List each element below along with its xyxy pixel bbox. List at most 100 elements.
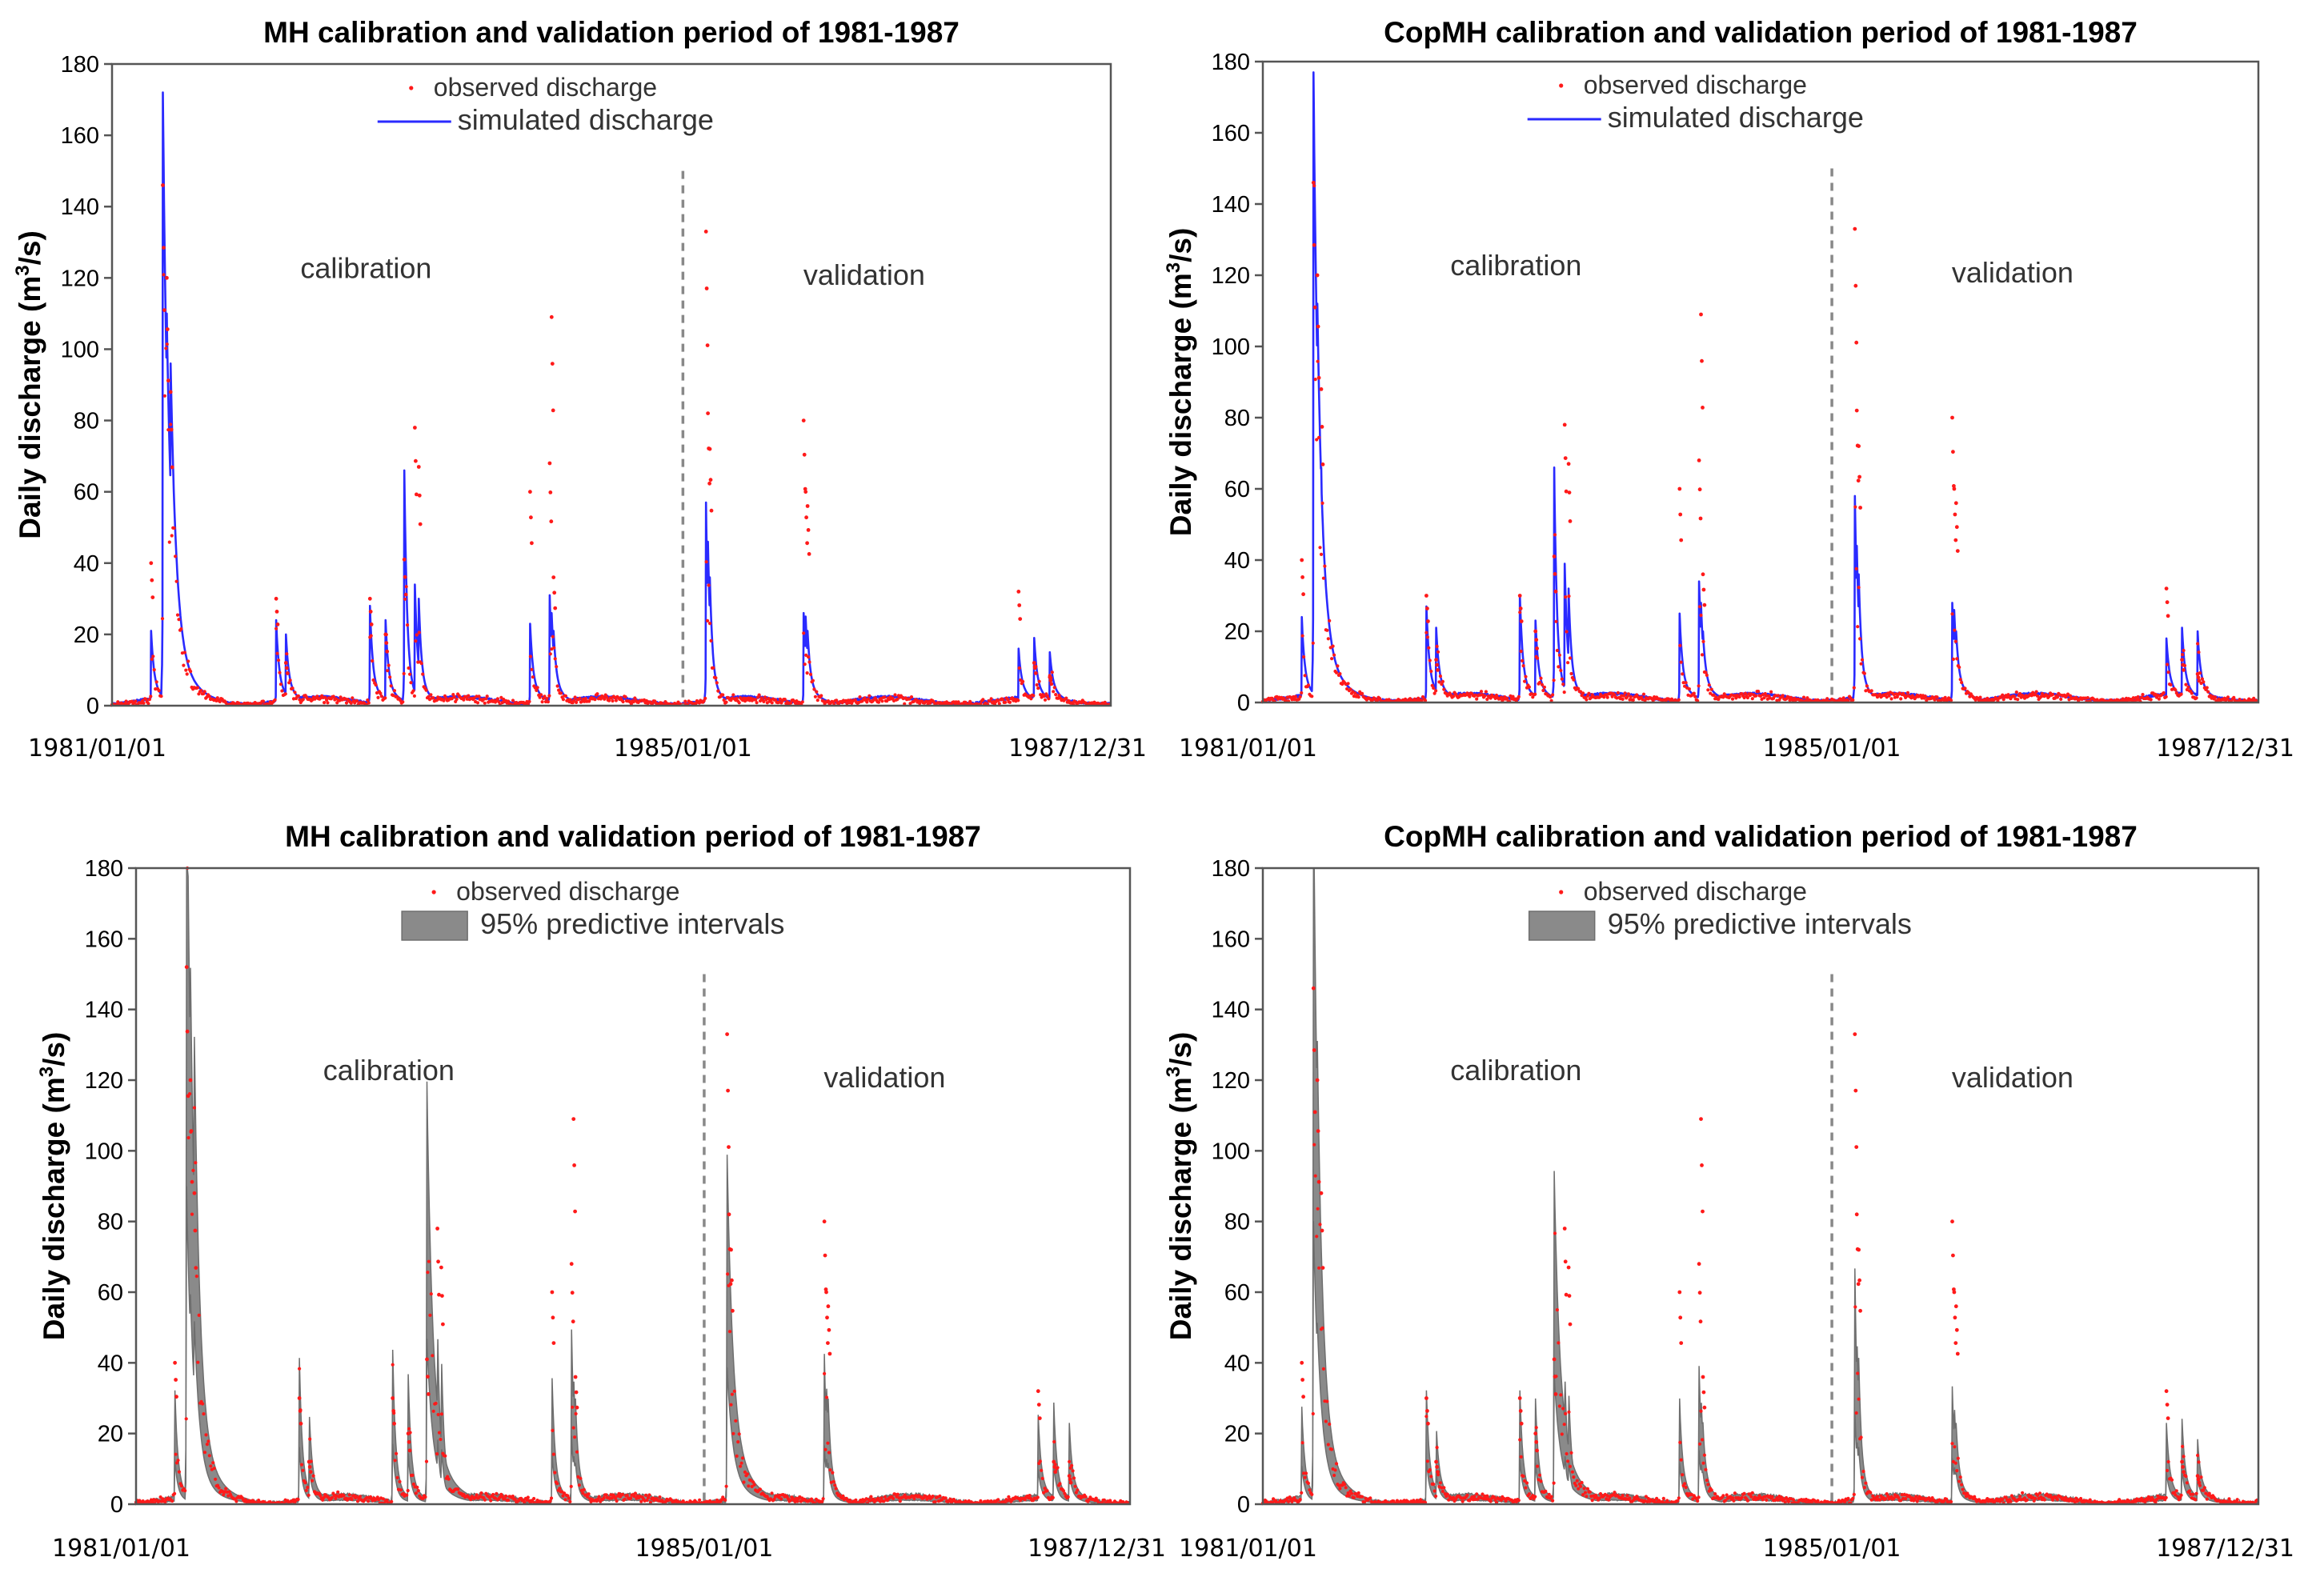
- observed-point: [1933, 698, 1937, 702]
- observed-peak-point: [550, 1290, 555, 1295]
- x-date-label: 1985/01/01: [635, 1535, 773, 1563]
- observed-point: [525, 699, 529, 704]
- observed-point: [1742, 1491, 1746, 1495]
- observed-peak-point: [1853, 226, 1857, 231]
- observed-point: [614, 1496, 618, 1500]
- observed-point: [1527, 685, 1531, 689]
- observed-point: [802, 631, 806, 635]
- observed-point: [557, 688, 561, 692]
- observed-point: [424, 688, 428, 692]
- observed-point: [2227, 1497, 2231, 1501]
- observed-peak-point: [427, 1392, 431, 1396]
- observed-point: [1063, 1491, 1067, 1495]
- observed-point: [174, 579, 178, 583]
- observed-point: [2179, 692, 2183, 696]
- observed-point: [1376, 698, 1380, 702]
- observed-peak-point: [1697, 487, 1702, 492]
- observed-peak-point: [1016, 590, 1021, 594]
- observed-peak-point: [2182, 1470, 2186, 1475]
- observed-point: [992, 699, 996, 704]
- observed-point: [561, 698, 566, 702]
- observed-peak-point: [1566, 1265, 1571, 1270]
- observed-point: [1347, 1494, 1352, 1498]
- observed-point: [406, 623, 410, 627]
- observed-point: [555, 1482, 559, 1486]
- observed-peak-point: [2166, 1416, 2170, 1420]
- observed-point: [1704, 1467, 1708, 1471]
- observed-point: [1533, 1495, 1537, 1499]
- observed-point: [831, 1471, 835, 1475]
- observed-point: [996, 1498, 1000, 1502]
- observed-point: [1561, 1407, 1565, 1411]
- observed-point: [1843, 1500, 1847, 1504]
- observed-peak-point: [1699, 1117, 1703, 1121]
- observed-point: [1425, 1459, 1429, 1463]
- observed-point: [452, 694, 456, 699]
- x-date-label: 1987/12/31: [1008, 734, 1147, 762]
- observed-point: [2235, 1498, 2239, 1502]
- observed-peak-point: [2181, 662, 2186, 667]
- observed-point: [1853, 505, 1857, 509]
- observed-point: [159, 694, 163, 698]
- observed-point: [1484, 690, 1488, 694]
- observed-point: [1348, 687, 1352, 691]
- observed-point: [1857, 1397, 1861, 1401]
- observed-point: [1701, 639, 1705, 644]
- observed-peak-point: [1435, 662, 1439, 667]
- observed-point: [1007, 1495, 1011, 1499]
- observed-peak-point: [1677, 486, 1682, 491]
- observed-point: [809, 1497, 814, 1501]
- observed-point: [826, 1441, 830, 1445]
- observed-point: [406, 1488, 410, 1493]
- observed-peak-point: [2165, 1403, 2170, 1407]
- observed-point: [1955, 1469, 1959, 1473]
- observed-point: [1851, 1496, 1855, 1500]
- observed-point: [1316, 1207, 1320, 1211]
- y-tick-label: 180: [85, 856, 123, 882]
- observed-point: [288, 678, 292, 682]
- observed-point: [1468, 694, 1472, 698]
- observed-point: [1577, 1487, 1581, 1491]
- observed-point: [731, 1431, 735, 1435]
- observed-point: [573, 695, 577, 699]
- observed-point: [1445, 1492, 1449, 1496]
- observed-point: [2194, 1491, 2198, 1495]
- observed-point: [274, 626, 278, 630]
- observed-point: [173, 1491, 177, 1495]
- observed-point: [301, 1468, 305, 1472]
- observed-point: [2252, 696, 2256, 701]
- y-tick-label: 100: [1212, 1139, 1250, 1164]
- observed-point: [1036, 1495, 1040, 1499]
- observed-point: [2016, 698, 2020, 702]
- observed-point: [2086, 696, 2090, 700]
- observed-point: [261, 699, 266, 703]
- observed-point: [1037, 679, 1041, 683]
- observed-point: [1424, 1415, 1428, 1419]
- observed-point: [603, 697, 607, 701]
- observed-point: [707, 622, 712, 626]
- observed-point: [1696, 1499, 1700, 1503]
- observed-peak-point: [1568, 519, 1573, 523]
- observed-point: [1564, 595, 1568, 599]
- observed-peak-point: [730, 1278, 734, 1283]
- observed-point: [1621, 697, 1625, 702]
- observed-point: [298, 1367, 302, 1371]
- observed-point: [1860, 1475, 1865, 1479]
- observed-point: [1549, 695, 1553, 699]
- observed-point: [1895, 694, 1899, 699]
- observed-point: [1052, 690, 1056, 694]
- observed-point: [202, 1451, 207, 1455]
- observed-peak-point: [391, 1396, 395, 1400]
- observed-point: [1300, 1441, 1304, 1445]
- observed-point: [1084, 1495, 1088, 1499]
- observed-point: [1853, 1305, 1857, 1309]
- observed-point: [1408, 697, 1412, 701]
- observed-point: [723, 1498, 727, 1502]
- observed-peak-point: [407, 1439, 411, 1444]
- observed-point: [1697, 684, 1701, 688]
- observed-peak-point: [805, 541, 809, 546]
- observed-point: [296, 694, 300, 698]
- observed-point: [743, 1470, 747, 1474]
- observed-point: [2018, 691, 2022, 696]
- observed-peak-point: [1553, 1375, 1557, 1379]
